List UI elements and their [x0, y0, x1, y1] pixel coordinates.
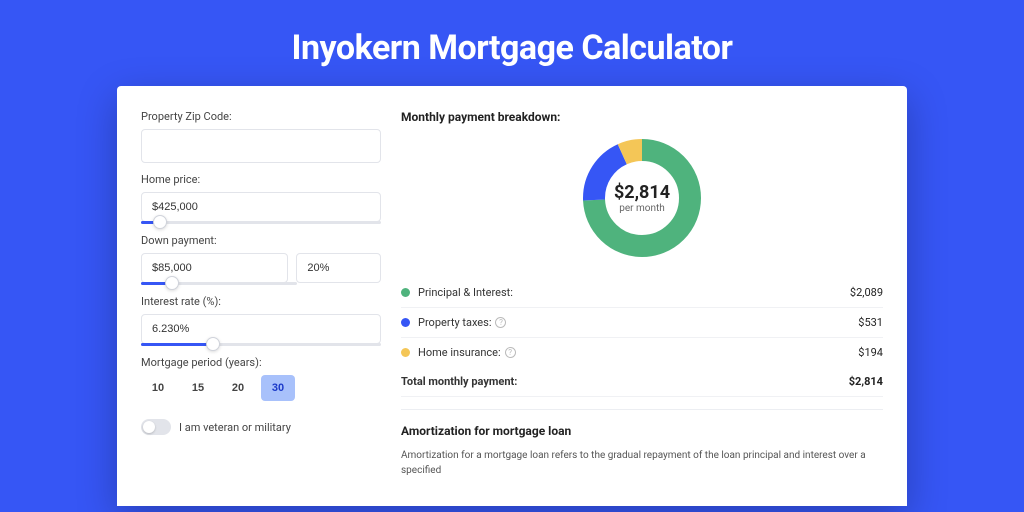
rate-input[interactable]	[141, 314, 381, 344]
rate-label: Interest rate (%):	[141, 295, 381, 308]
slider-thumb[interactable]	[165, 276, 179, 290]
calculator-card: Property Zip Code: Home price: Down paym…	[117, 86, 907, 506]
breakdown-label: Property taxes: ?	[418, 316, 858, 329]
donut-sub: per month	[614, 203, 670, 214]
slider-thumb[interactable]	[153, 215, 167, 229]
period-button-15[interactable]: 15	[181, 375, 215, 401]
breakdown-row: Property taxes: ?$531	[401, 308, 883, 338]
donut-center: $2,814 per month	[614, 182, 670, 214]
home-price-slider[interactable]	[141, 221, 381, 224]
toggle-thumb	[143, 421, 155, 433]
breakdown-row: Home insurance: ?$194	[401, 338, 883, 367]
veteran-row: I am veteran or military	[141, 419, 381, 435]
rate-slider[interactable]	[141, 343, 381, 346]
breakdown-value: $194	[858, 346, 883, 359]
period-label: Mortgage period (years):	[141, 356, 381, 369]
home-price-field: Home price:	[141, 173, 381, 224]
zip-input[interactable]	[141, 129, 381, 163]
legend-dot	[401, 288, 410, 297]
down-payment-pct-input[interactable]	[296, 253, 381, 283]
breakdown-total-row: Total monthly payment: $2,814	[401, 367, 883, 397]
total-value: $2,814	[849, 375, 883, 388]
zip-field: Property Zip Code:	[141, 110, 381, 163]
breakdown-label: Home insurance: ?	[418, 346, 858, 359]
period-buttons: 10152030	[141, 375, 381, 401]
donut-amount: $2,814	[614, 182, 670, 203]
zip-label: Property Zip Code:	[141, 110, 381, 123]
home-price-input[interactable]	[141, 192, 381, 222]
down-payment-field: Down payment:	[141, 234, 381, 285]
legend-dot	[401, 348, 410, 357]
breakdown-label: Principal & Interest:	[418, 286, 850, 299]
period-button-10[interactable]: 10	[141, 375, 175, 401]
legend-dot	[401, 318, 410, 327]
home-price-label: Home price:	[141, 173, 381, 186]
amortization-body: Amortization for a mortgage loan refers …	[401, 448, 883, 478]
period-field: Mortgage period (years): 10152030	[141, 356, 381, 401]
amortization-title: Amortization for mortgage loan	[401, 424, 883, 438]
period-button-20[interactable]: 20	[221, 375, 255, 401]
donut-chart-wrap: $2,814 per month	[401, 136, 883, 260]
page-title: Inyokern Mortgage Calculator	[0, 0, 1024, 86]
breakdown-value: $2,089	[850, 286, 883, 299]
breakdown-title: Monthly payment breakdown:	[401, 110, 883, 124]
veteran-toggle[interactable]	[141, 419, 171, 435]
period-button-30[interactable]: 30	[261, 375, 295, 401]
down-payment-label: Down payment:	[141, 234, 381, 247]
breakdown-value: $531	[858, 316, 883, 329]
info-icon[interactable]: ?	[505, 347, 516, 358]
breakdown-row: Principal & Interest:$2,089	[401, 278, 883, 308]
breakdown-column: Monthly payment breakdown: $2,814 per mo…	[401, 110, 883, 506]
donut-chart: $2,814 per month	[580, 136, 704, 260]
inputs-column: Property Zip Code: Home price: Down paym…	[141, 110, 381, 506]
info-icon[interactable]: ?	[495, 317, 506, 328]
amortization-section: Amortization for mortgage loan Amortizat…	[401, 409, 883, 478]
down-payment-input[interactable]	[141, 253, 288, 283]
veteran-label: I am veteran or military	[179, 421, 291, 434]
down-payment-slider[interactable]	[141, 282, 297, 285]
slider-thumb[interactable]	[206, 337, 220, 351]
total-label: Total monthly payment:	[401, 375, 849, 388]
rate-field: Interest rate (%):	[141, 295, 381, 346]
